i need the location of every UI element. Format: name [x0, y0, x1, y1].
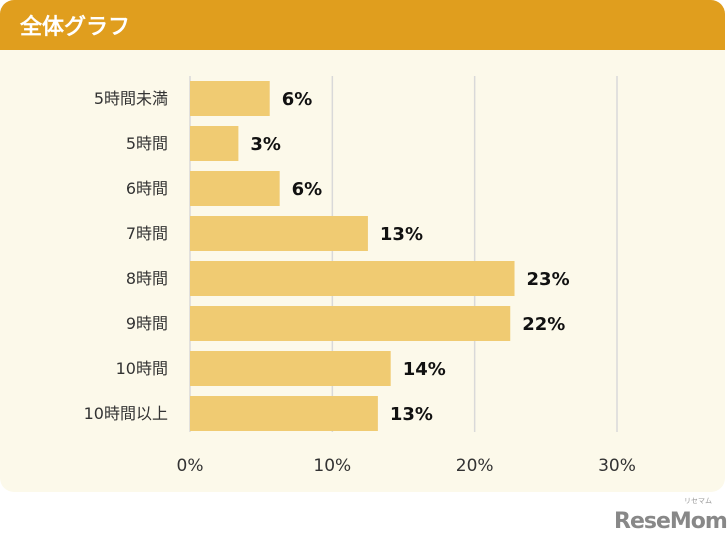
x-tick-label: 20%: [456, 456, 494, 476]
data-label: 14%: [403, 359, 446, 380]
bar: [190, 351, 391, 386]
category-label: 5時間未満: [94, 89, 168, 108]
bar: [190, 126, 239, 161]
category-label: 9時間: [126, 314, 168, 333]
data-label: 6%: [292, 179, 323, 200]
category-label: 10時間: [116, 359, 168, 378]
chart-title: 全体グラフ: [20, 15, 131, 40]
data-label: 3%: [250, 134, 281, 155]
bar: [190, 171, 280, 206]
bar: [190, 261, 515, 296]
resemom-logo-sub: リセマム: [684, 497, 712, 505]
data-label: 22%: [522, 314, 565, 335]
data-label: 6%: [282, 89, 313, 110]
resemom-logo: ReseMom: [614, 509, 727, 534]
x-tick-label: 0%: [177, 456, 204, 476]
bar: [190, 81, 270, 116]
data-label: 13%: [380, 224, 423, 245]
x-tick-label: 30%: [598, 456, 636, 476]
data-label: 23%: [527, 269, 570, 290]
header-bar: 全体グラフ: [0, 0, 725, 50]
bar: [190, 396, 378, 431]
category-label: 5時間: [126, 134, 168, 153]
x-tick-label: 10%: [313, 456, 351, 476]
bar: [190, 216, 368, 251]
data-label: 13%: [390, 404, 433, 425]
category-label: 8時間: [126, 269, 168, 288]
category-label: 6時間: [126, 179, 168, 198]
category-label: 7時間: [126, 224, 168, 243]
bar: [190, 306, 511, 341]
category-label: 10時間以上: [84, 404, 168, 423]
